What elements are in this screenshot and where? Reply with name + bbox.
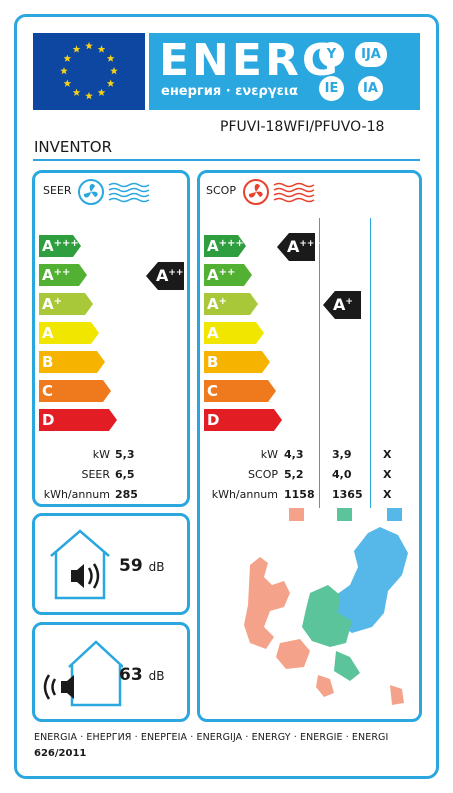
indoor-noise: 63 dB (119, 665, 164, 685)
indoor-unit-house-icon (43, 640, 123, 707)
seer-grade-1: A++ (39, 264, 87, 286)
zone-divider-1 (319, 218, 320, 508)
eu-star-icon (106, 54, 115, 62)
europe-climate-map (244, 527, 408, 705)
seer-title: SEER (43, 184, 72, 197)
heating-kw-average: 4,3 (284, 448, 304, 461)
cooling-kw-label: kW (92, 448, 110, 461)
scop-warmer: 4,0 (332, 468, 352, 481)
lang-badge-ie: IE (319, 76, 344, 101)
seer-grade-6: D (39, 409, 117, 431)
scop-label: SCOP (248, 468, 278, 481)
zone-swatch-colder (387, 508, 402, 521)
zone-divider-2 (370, 218, 371, 508)
scop-grade-4: B (204, 351, 270, 373)
cooling-class: A++ (156, 266, 184, 285)
cooling-panel: SEER A+++ A++ A+ A B C D A++ kW 5,3 SEER 6,5 k… (32, 170, 190, 507)
heating-panel: SCOP A+++ A++ A+ A B C D A+++ A+ kW SCOP kWh/a… (197, 170, 422, 722)
lang-badge-y: Y (319, 42, 344, 67)
eu-star-icon (85, 42, 93, 50)
seer-grade-0: A+++ (39, 235, 81, 257)
seer-grade-4: B (39, 351, 105, 373)
outdoor-noise-panel: 59 dB (32, 513, 190, 615)
energy-banner: ENERG енергия · ενεργεια Y IJA IE IA (149, 33, 420, 110)
eu-flag (33, 33, 145, 110)
scop-grade-3: A (204, 322, 264, 344)
heating-kw-label: kW (260, 448, 278, 461)
heating-annual-colder: X (383, 488, 392, 501)
scop-average: 5,2 (284, 468, 304, 481)
energy-subtitle: енергия · ενεργεια (161, 84, 298, 99)
eu-stars-icon (60, 42, 118, 100)
scop-grade-1: A++ (204, 264, 252, 286)
scop-grade-2: A+ (204, 293, 258, 315)
lang-badge-ija: IJA (355, 42, 387, 67)
heating-annual-warmer: 1365 (332, 488, 363, 501)
label-frame (14, 14, 439, 779)
seer-label: SEER (81, 468, 110, 481)
heating-kw-warmer: 3,9 (332, 448, 352, 461)
cooling-class-arrow: A++ (146, 262, 184, 290)
zone-swatch-warmer (337, 508, 352, 521)
indoor-noise-panel: 63 dB (32, 622, 190, 722)
seer-grade-5: C (39, 380, 111, 402)
heating-kw-colder: X (383, 448, 392, 461)
eu-star-icon (72, 45, 81, 53)
outdoor-unit-house-icon (50, 529, 110, 600)
indoor-noise-value: 63 (119, 665, 143, 685)
supplier-name: INVENTOR (34, 138, 112, 156)
zone-swatch-average (289, 508, 304, 521)
fan-cool-icon (78, 179, 104, 205)
eu-star-icon (63, 79, 72, 87)
cooling-annual-value: 285 (115, 488, 138, 501)
eu-star-icon (63, 54, 72, 62)
cooling-annual-label: kWh/annum (43, 488, 110, 501)
scop-grade-6: D (204, 409, 282, 431)
heating-annual-average: 1158 (284, 488, 315, 501)
model-identifier: PFUVI-18WFI/PFUVO-18 (220, 119, 385, 135)
eu-star-icon (110, 67, 118, 75)
heating-class-warmer: A+ (333, 295, 353, 314)
scop-title: SCOP (206, 184, 236, 197)
eu-star-icon (85, 92, 93, 100)
scop-grade-0: A+++ (204, 235, 246, 257)
energy-title: ENERG (159, 35, 341, 86)
heating-class-average-arrow: A+++ (277, 233, 322, 261)
seer-value: 6,5 (115, 468, 135, 481)
seer-grade-2: A+ (39, 293, 93, 315)
cooling-kw-value: 5,3 (115, 448, 135, 461)
heating-class-average: A+++ (287, 237, 323, 256)
eu-star-icon (97, 88, 106, 96)
heat-waves-icon (273, 182, 315, 203)
scop-colder: X (383, 468, 392, 481)
eu-star-icon (60, 67, 68, 75)
outdoor-noise-value: 59 (119, 556, 143, 576)
outdoor-noise: 59 dB (119, 556, 164, 576)
eu-star-icon (106, 79, 115, 87)
regulation-number: 626/2011 (34, 748, 87, 759)
cold-waves-icon (108, 182, 150, 203)
indoor-noise-unit: dB (148, 669, 165, 683)
outdoor-noise-unit: dB (148, 560, 165, 574)
heating-annual-label: kWh/annum (211, 488, 278, 501)
fan-heat-icon (243, 179, 269, 205)
heating-class-warmer-arrow: A+ (323, 291, 361, 319)
footer-languages: ENERGIA · ЕНЕРГИЯ · ΕΝΕΡΓΕΙΑ · ENERGIJA … (34, 732, 389, 743)
eu-star-icon (72, 88, 81, 96)
lang-badge-ia: IA (358, 76, 383, 101)
header-divider (33, 159, 420, 161)
scop-grade-5: C (204, 380, 276, 402)
seer-grade-3: A (39, 322, 99, 344)
eu-star-icon (97, 45, 106, 53)
